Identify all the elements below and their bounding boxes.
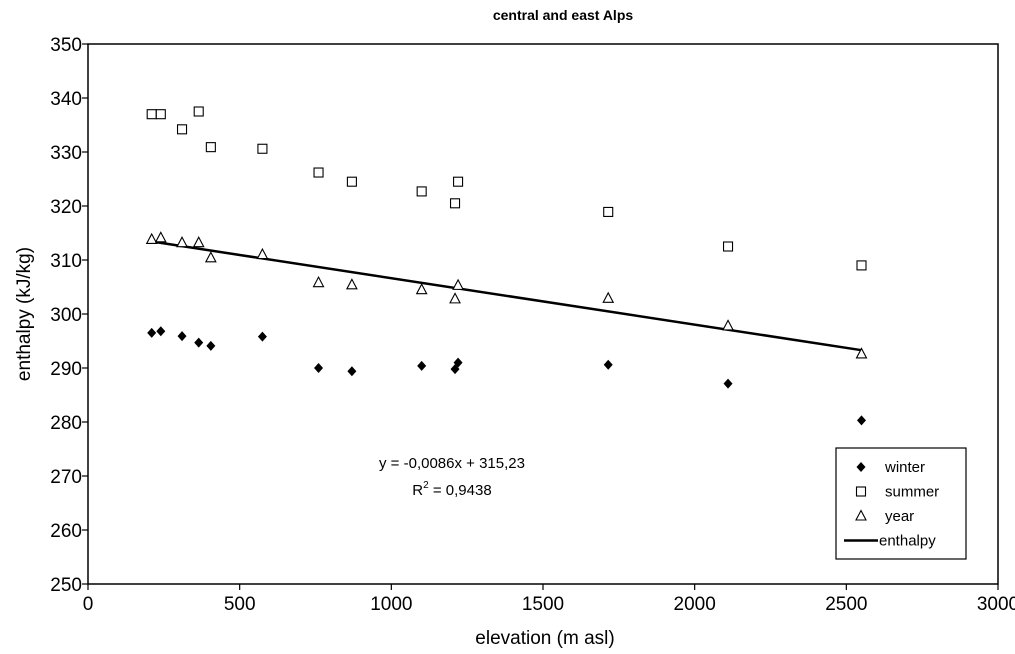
r-squared-prefix: R [412, 482, 423, 499]
x-axis-ticks: 0 500 1000 1500 2000 2500 3000 [83, 584, 1015, 615]
y-tick-label: 250 [50, 575, 82, 596]
y-tick-label: 320 [50, 197, 82, 218]
point-year [154, 231, 167, 243]
point-year [145, 232, 158, 245]
point-winter [857, 415, 866, 426]
point-year [452, 278, 464, 290]
point-winter [453, 357, 463, 368]
point-summer [453, 176, 464, 187]
y-tick-label: 290 [50, 359, 82, 380]
point-summer [205, 142, 216, 153]
regression-equation: y = -0,0086x + 315,23 [379, 455, 525, 472]
point-summer [856, 260, 867, 271]
y-tick-label: 350 [50, 35, 82, 56]
point-summer [313, 167, 324, 178]
r-squared: R2 = 0,9438 [412, 480, 491, 499]
y-tick-label: 330 [50, 143, 82, 164]
y-tick-label: 280 [50, 413, 82, 434]
point-winter [257, 331, 267, 342]
point-year [449, 292, 461, 304]
point-winter [603, 359, 613, 370]
point-winter [177, 331, 187, 342]
point-summer [146, 109, 157, 120]
point-summer [603, 206, 614, 217]
point-winter [723, 378, 733, 389]
y-tick-label: 300 [50, 305, 82, 326]
legend-swatch-year [855, 509, 867, 521]
y-tick-label: 310 [50, 251, 82, 272]
point-year [722, 319, 734, 331]
legend-label-year: year [885, 508, 914, 525]
x-tick-label: 2500 [825, 594, 867, 615]
x-tick-label: 0 [83, 594, 94, 615]
y-tick-label: 340 [50, 89, 82, 110]
point-winter [206, 340, 216, 351]
x-tick-label: 1000 [370, 594, 412, 615]
x-tick-label: 3000 [977, 594, 1015, 615]
x-axis-title: elevation (m asl) [475, 628, 614, 649]
point-summer [346, 176, 357, 187]
point-year [312, 275, 325, 288]
legend-swatch-winter [856, 462, 866, 472]
point-winter [194, 337, 204, 348]
y-tick-label: 270 [50, 467, 82, 488]
x-tick-label: 1500 [522, 594, 564, 615]
point-year [176, 236, 188, 248]
legend-label-winter: winter [884, 459, 925, 476]
point-winter [314, 363, 324, 373]
y-tick-label: 260 [50, 521, 82, 542]
data-points-layer [145, 106, 868, 426]
point-summer [176, 124, 188, 135]
point-year [602, 291, 615, 303]
point-year [256, 247, 269, 260]
trendline-enthalpy [148, 239, 862, 352]
legend-swatch-summer [855, 486, 867, 497]
point-summer [257, 143, 268, 154]
point-winter [156, 326, 166, 337]
x-tick-label: 500 [224, 594, 256, 615]
r-squared-value: = 0,9438 [429, 482, 492, 499]
legend-label-enthalpy: enthalpy [879, 533, 936, 550]
y-axis-title: enthalpy (kJ/kg) [14, 247, 35, 381]
r-squared-superscript: 2 [423, 480, 429, 491]
legend: winter summer year enthalpy [835, 447, 967, 560]
x-tick-label: 2000 [674, 594, 716, 615]
point-summer [449, 198, 461, 209]
chart-title: central and east Alps [493, 7, 634, 23]
point-year [192, 236, 205, 248]
point-year [415, 283, 428, 295]
legend-label-summer: summer [885, 484, 939, 501]
point-year [345, 278, 358, 290]
point-winter [417, 360, 427, 371]
point-year [204, 251, 217, 263]
point-summer [155, 109, 166, 120]
point-summer [722, 241, 734, 252]
point-summer [416, 186, 427, 197]
point-summer [193, 106, 204, 117]
trendline-layer [148, 239, 862, 352]
point-winter [147, 327, 157, 338]
y-axis-ticks: 250 260 270 280 290 300 310 320 330 340 350 [50, 35, 88, 596]
point-year [855, 347, 868, 359]
point-winter [347, 366, 357, 377]
